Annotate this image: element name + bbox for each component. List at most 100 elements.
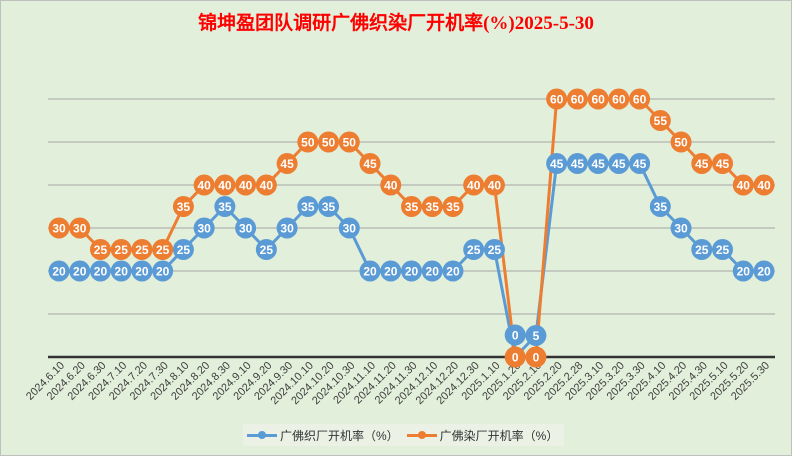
data-point: [587, 153, 609, 174]
data-label: 20: [405, 265, 419, 279]
data-label: 25: [177, 243, 191, 257]
data-point: [193, 217, 215, 239]
data-label: 5: [533, 329, 540, 343]
data-label: 55: [654, 114, 668, 128]
legend-label: 广佛染厂开机率（%）: [439, 428, 559, 443]
data-point: [546, 88, 568, 110]
data-label: 20: [52, 265, 66, 279]
data-label: 35: [654, 200, 668, 214]
data-label: 40: [260, 179, 274, 193]
data-label: 20: [426, 265, 440, 279]
data-point: [297, 131, 319, 153]
data-point: [712, 153, 734, 174]
legend-swatch-orange: [406, 430, 437, 439]
data-label: 45: [633, 157, 647, 171]
data-point: [338, 131, 360, 153]
data-label: 40: [467, 179, 481, 193]
data-point: [442, 196, 464, 217]
data-point: [338, 217, 360, 239]
data-label: 60: [550, 93, 564, 107]
data-label: 20: [384, 265, 398, 279]
data-point: [670, 217, 692, 239]
data-point: [712, 239, 734, 260]
data-label: 20: [446, 265, 460, 279]
data-point: [525, 325, 547, 346]
legend-item-weaving: 广佛织厂开机率（%）: [247, 427, 399, 444]
data-point: [110, 260, 132, 282]
data-label: 40: [239, 179, 253, 193]
data-point: [110, 239, 132, 260]
data-point: [504, 324, 526, 346]
data-label: 0: [512, 351, 519, 365]
data-point: [380, 174, 402, 196]
data-label: 40: [218, 179, 232, 193]
data-label: 25: [467, 243, 481, 257]
data-point: [235, 174, 257, 196]
data-point: [172, 239, 194, 260]
data-point: [732, 260, 754, 282]
data-point: [276, 217, 298, 239]
data-label: 25: [115, 243, 129, 257]
data-point: [380, 260, 402, 282]
data-label: 50: [343, 136, 357, 150]
data-label: 20: [757, 265, 771, 279]
data-point: [629, 153, 651, 174]
data-point: [421, 196, 443, 217]
data-label: 40: [757, 179, 771, 193]
data-label: 30: [343, 222, 357, 236]
data-point: [421, 260, 443, 282]
data-point: [69, 217, 91, 239]
data-label: 60: [591, 93, 605, 107]
data-point: [691, 153, 713, 174]
data-label: 45: [591, 157, 605, 171]
data-point: [359, 260, 381, 282]
data-label: 20: [737, 265, 751, 279]
data-point: [566, 153, 588, 174]
data-point: [401, 260, 422, 282]
data-point: [691, 239, 713, 260]
data-label: 45: [550, 157, 564, 171]
data-label: 45: [363, 157, 377, 171]
legend-label: 广佛织厂开机率（%）: [280, 428, 399, 443]
data-point: [753, 174, 775, 196]
data-point: [629, 88, 651, 110]
data-point: [255, 239, 277, 260]
data-label: 40: [488, 179, 502, 193]
data-point: [566, 88, 588, 110]
data-point: [753, 260, 775, 282]
data-label: 0: [512, 329, 519, 343]
data-label: 50: [322, 136, 336, 150]
data-label: 40: [197, 179, 211, 193]
data-label: 25: [94, 243, 108, 257]
data-label: 45: [280, 157, 294, 171]
data-label: 25: [695, 243, 709, 257]
data-label: 30: [239, 222, 253, 236]
data-label: 20: [94, 265, 108, 279]
data-label: 60: [612, 93, 626, 107]
data-point: [463, 239, 485, 260]
data-point: [214, 196, 236, 217]
data-point: [649, 110, 671, 131]
legend-item-dyeing: 广佛染厂开机率（%）: [406, 427, 559, 444]
data-label: 20: [363, 265, 377, 279]
data-point: [732, 174, 754, 196]
data-label: 45: [571, 157, 585, 171]
data-point: [235, 217, 257, 239]
data-label: 35: [426, 200, 440, 214]
data-label: 45: [716, 157, 730, 171]
data-point: [48, 217, 70, 239]
data-point: [318, 196, 340, 217]
data-point: [442, 260, 464, 282]
data-label: 20: [135, 265, 149, 279]
data-label: 35: [301, 200, 315, 214]
series-line-0: [59, 162, 764, 359]
data-point: [525, 346, 547, 368]
data-point: [89, 239, 111, 260]
data-label: 25: [135, 243, 149, 257]
data-label: 45: [695, 157, 709, 171]
data-point: [318, 131, 340, 153]
data-point: [608, 153, 630, 174]
data-label: 45: [612, 157, 626, 171]
data-point: [255, 174, 277, 196]
data-label: 25: [156, 243, 170, 257]
